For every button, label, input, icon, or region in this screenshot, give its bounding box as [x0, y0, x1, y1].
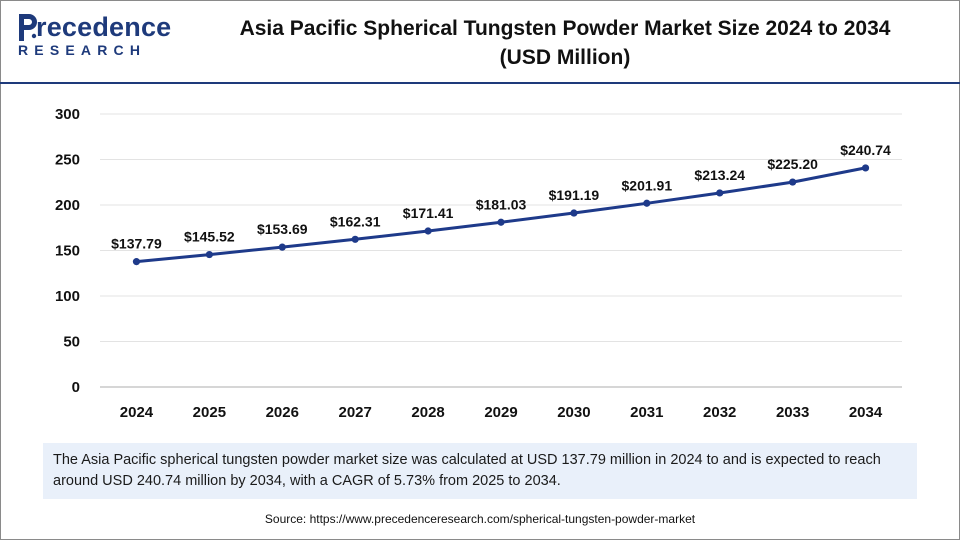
data-label: $137.79	[111, 236, 162, 252]
y-tick-label: 250	[55, 152, 80, 169]
x-tick-label: 2034	[849, 404, 883, 421]
data-point	[570, 209, 578, 217]
brand-logo: recedence RESEARCH	[16, 12, 171, 62]
summary-note-text: The Asia Pacific spherical tungsten powd…	[53, 452, 881, 489]
data-label: $213.24	[694, 167, 745, 183]
data-point	[789, 178, 797, 186]
x-tick-label: 2024	[120, 404, 154, 421]
data-point	[497, 218, 505, 226]
y-tick-label: 200	[55, 197, 80, 214]
x-tick-label: 2032	[703, 404, 736, 421]
chart-title-line2: (USD Million)	[499, 46, 631, 69]
x-tick-label: 2033	[776, 404, 809, 421]
y-tick-label: 300	[55, 106, 80, 123]
series-line	[136, 166, 866, 264]
data-point	[716, 189, 724, 197]
data-point	[351, 235, 359, 243]
x-tick-label: 2029	[484, 404, 517, 421]
data-label: $225.20	[767, 156, 818, 172]
chart-title-line1: Asia Pacific Spherical Tungsten Powder M…	[239, 17, 891, 40]
y-tick-label: 100	[55, 288, 80, 305]
data-point	[861, 164, 870, 172]
x-tick-label: 2031	[630, 404, 663, 421]
summary-note: The Asia Pacific spherical tungsten powd…	[43, 443, 917, 499]
data-label: $171.41	[403, 205, 454, 221]
x-tick-label: 2027	[338, 404, 371, 421]
y-tick-label: 150	[55, 243, 80, 260]
data-point	[424, 227, 432, 235]
logo-subtitle: RESEARCH	[18, 42, 147, 58]
data-point	[132, 258, 141, 266]
data-point	[278, 243, 286, 251]
data-label: $153.69	[257, 221, 308, 237]
data-label: $162.31	[330, 213, 381, 229]
y-tick-label: 0	[72, 379, 80, 396]
data-point	[205, 250, 213, 259]
data-label: $191.19	[549, 187, 600, 203]
y-tick-label: 50	[63, 334, 80, 351]
logo-wordmark: recedence	[36, 12, 172, 42]
data-label: $181.03	[476, 196, 527, 212]
x-tick-label: 2028	[411, 404, 444, 421]
x-tick-label: 2030	[557, 404, 590, 421]
header: recedence RESEARCH Asia Pacific Spherica…	[0, 0, 960, 82]
data-point	[643, 199, 651, 207]
line-chart: 0 50 100 150 200 250 300 2024 2025 2026 2027 2028 20…	[55, 106, 902, 421]
data-label: $240.74	[840, 142, 891, 158]
logo-p-icon	[19, 14, 37, 41]
data-label: $201.91	[622, 177, 673, 193]
x-tick-label: 2025	[193, 404, 226, 421]
source-citation: Source: https://www.precedenceresearch.c…	[264, 512, 696, 526]
chart-title: Asia Pacific Spherical Tungsten Powder M…	[190, 14, 940, 72]
header-rule	[0, 82, 960, 84]
data-label: $145.52	[184, 229, 235, 245]
x-tick-label: 2026	[266, 404, 299, 421]
